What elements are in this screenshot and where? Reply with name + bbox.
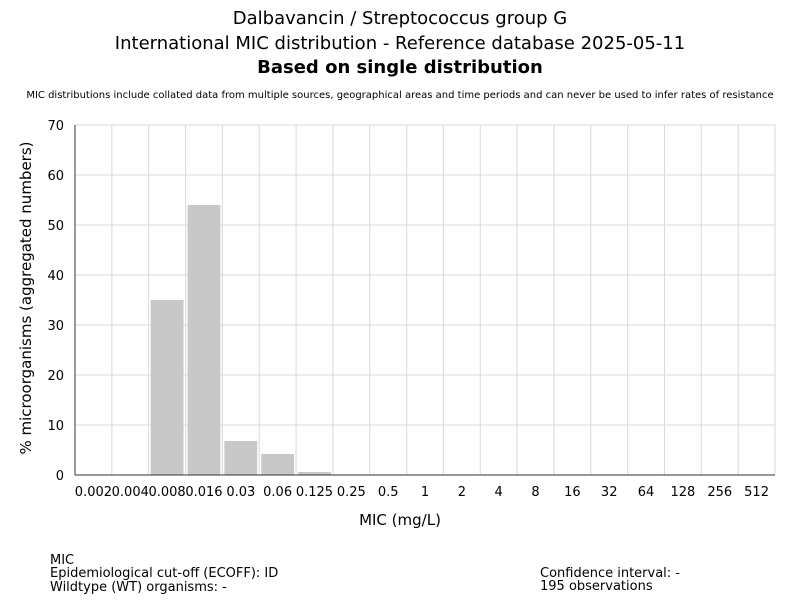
chart-title: Dalbavancin / Streptococcus group G (232, 8, 568, 29)
x-tick-label: 4 (495, 485, 503, 500)
x-tick-label: 8 (531, 485, 539, 500)
x-tick-label: 0.25 (337, 485, 366, 500)
y-tick-label: 50 (47, 219, 64, 234)
y-tick-labels: 0 10 20 30 40 50 60 70 (47, 119, 64, 484)
chart-subtitle: International MIC distribution - Referen… (114, 33, 686, 54)
footer-confidence: Confidence interval: - (540, 566, 680, 581)
x-tick-label: 2 (458, 485, 466, 500)
y-tick-label: 20 (47, 369, 64, 384)
x-tick-label: 0.03 (226, 485, 255, 500)
x-tick-labels: 0.002 0.004 0.008 0.016 0.03 0.06 0.125 0.25 0.5… (75, 485, 769, 500)
bar-0.03 (224, 441, 258, 475)
x-tick-label: 0.008 (148, 485, 185, 500)
x-tick-label: 16 (564, 485, 581, 500)
x-tick-label: 512 (744, 485, 769, 500)
chart-subtitle-bold: Based on single distribution (257, 57, 543, 78)
y-tick-label: 60 (47, 169, 64, 184)
y-tick-label: 0 (56, 469, 64, 484)
bar-series (150, 205, 331, 475)
x-tick-label: 0.004 (112, 485, 149, 500)
x-tick-label: 1 (421, 485, 429, 500)
y-tick-label: 70 (47, 119, 64, 134)
x-tick-label: 0.125 (296, 485, 333, 500)
x-axis-label: MIC (mg/L) (359, 511, 441, 529)
x-tick-label: 0.06 (263, 485, 292, 500)
footer-wildtype: Wildtype (WT) organisms: - (50, 580, 227, 595)
bar-0.125 (298, 472, 331, 475)
bar-0.016 (187, 205, 221, 475)
y-tick-label: 40 (47, 269, 64, 284)
bar-0.06 (261, 454, 295, 475)
footer-ecoff: Epidemiological cut-off (ECOFF): ID (50, 566, 279, 581)
y-tick-label: 10 (47, 419, 64, 434)
x-tick-label: 256 (707, 485, 732, 500)
disclaimer-note: MIC distributions include collated data … (26, 90, 774, 101)
y-axis-label: % microorganisms (aggregated numbers) (17, 141, 35, 454)
footer-mic: MIC (50, 553, 75, 568)
x-tick-label: 0.002 (75, 485, 112, 500)
axes (74, 125, 775, 476)
bar-0.008 (150, 300, 184, 475)
footer-observations: 195 observations (540, 579, 653, 594)
x-tick-label: 0.5 (378, 485, 399, 500)
x-tick-label: 32 (601, 485, 618, 500)
x-tick-label: 64 (638, 485, 655, 500)
x-tick-label: 128 (670, 485, 695, 500)
x-tick-label: 0.016 (185, 485, 222, 500)
y-tick-label: 30 (47, 319, 64, 334)
